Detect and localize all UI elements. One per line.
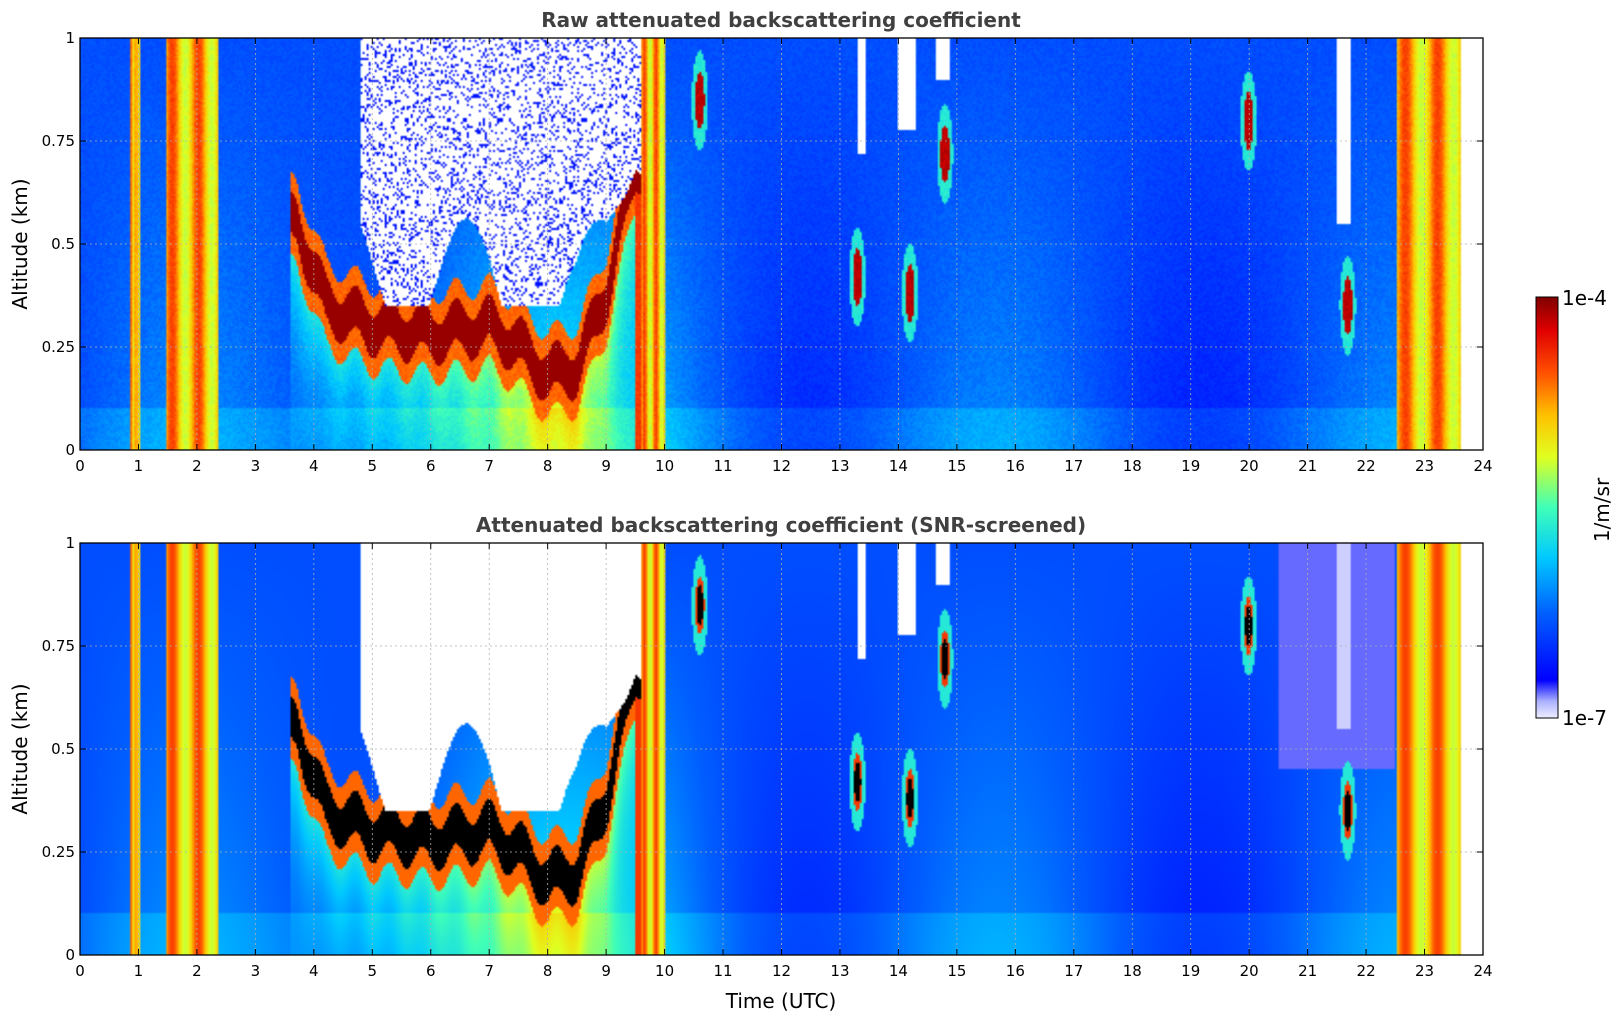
y-tick-label: 0.5: [51, 235, 75, 253]
x-tick-label: 0: [75, 962, 85, 980]
colorbar-gradient: [1535, 296, 1559, 719]
x-axis-raw: 0 1 2 3 4 5 6 7 8 9 10 11 12 13 14 15 16 17 18 19 20 21 22 23 24: [75, 38, 1493, 475]
x-tick-label: 12: [772, 962, 791, 980]
x-tick-label: 23: [1415, 962, 1434, 980]
x-axis-label: Time (UTC): [725, 989, 837, 1013]
x-tick-label: 18: [1123, 457, 1142, 475]
x-tick-label: 1: [134, 457, 144, 475]
y-axis-label-raw: Altitude (km): [8, 178, 32, 309]
x-tick-label: 17: [1064, 457, 1083, 475]
x-tick-label: 12: [772, 457, 791, 475]
x-tick-label: 4: [309, 457, 319, 475]
y-axis-screened: 0 0.25 0.5 0.75 1: [42, 534, 1483, 964]
colorbar-label: 1/m/sr: [1590, 477, 1614, 542]
x-tick-label: 3: [251, 962, 261, 980]
x-tick-label: 14: [889, 962, 908, 980]
x-tick-label: 0: [75, 457, 85, 475]
panel-screened: Attenuated backscattering coefficient (S…: [8, 513, 1493, 1013]
panel-raw: Raw attenuated backscattering coefficien…: [8, 8, 1493, 475]
x-tick-label: 15: [947, 457, 966, 475]
x-tick-label: 24: [1473, 457, 1492, 475]
colorbar-max-label: 1e-4: [1562, 286, 1607, 310]
x-tick-label: 9: [601, 962, 611, 980]
x-tick-label: 2: [192, 962, 202, 980]
x-tick-label: 20: [1240, 962, 1259, 980]
x-tick-label: 8: [543, 962, 553, 980]
x-tick-label: 4: [309, 962, 319, 980]
x-tick-label: 11: [713, 457, 732, 475]
x-tick-label: 23: [1415, 457, 1434, 475]
x-tick-label: 8: [543, 457, 553, 475]
x-tick-label: 15: [947, 962, 966, 980]
x-tick-label: 13: [830, 457, 849, 475]
y-tick-label: 0.75: [42, 637, 75, 655]
x-tick-label: 21: [1298, 962, 1317, 980]
x-tick-label: 14: [889, 457, 908, 475]
x-tick-label: 24: [1473, 962, 1492, 980]
colorbar: 1e-4 1e-7 1/m/sr: [1535, 286, 1614, 730]
y-tick-label: 1: [65, 534, 75, 552]
y-tick-label: 0: [65, 441, 75, 459]
colorbar-min-label: 1e-7: [1562, 706, 1607, 730]
x-tick-label: 6: [426, 962, 436, 980]
y-tick-label: 0.25: [42, 843, 75, 861]
x-tick-label: 1: [134, 962, 144, 980]
x-tick-label: 10: [655, 962, 674, 980]
y-axis-raw: 0 0.25 0.5 0.75 1: [42, 29, 1483, 459]
x-tick-label: 19: [1181, 962, 1200, 980]
x-tick-label: 21: [1298, 457, 1317, 475]
x-axis-screened: 0 1 2 3 4 5 6 7 8 9 10 11 12 13 14 15 16 17 18 19 20 21 22 23 24: [75, 543, 1493, 980]
y-tick-label: 0.75: [42, 132, 75, 150]
y-tick-label: 0.5: [51, 740, 75, 758]
x-tick-label: 13: [830, 962, 849, 980]
panel-2-title: Attenuated backscattering coefficient (S…: [476, 513, 1086, 537]
x-tick-label: 16: [1006, 457, 1025, 475]
y-tick-label: 0: [65, 946, 75, 964]
y-tick-label: 0.25: [42, 338, 75, 356]
x-tick-label: 10: [655, 457, 674, 475]
y-tick-label: 1: [65, 29, 75, 47]
x-tick-label: 7: [484, 962, 494, 980]
x-tick-label: 20: [1240, 457, 1259, 475]
x-tick-label: 19: [1181, 457, 1200, 475]
panel-1-title: Raw attenuated backscattering coefficien…: [541, 8, 1021, 32]
x-tick-label: 22: [1357, 457, 1376, 475]
x-tick-label: 6: [426, 457, 436, 475]
x-tick-label: 17: [1064, 962, 1083, 980]
x-tick-label: 5: [368, 962, 378, 980]
x-tick-label: 22: [1357, 962, 1376, 980]
grid-raw: [80, 38, 1483, 450]
x-tick-label: 2: [192, 457, 202, 475]
x-tick-label: 3: [251, 457, 261, 475]
x-tick-label: 16: [1006, 962, 1025, 980]
x-tick-label: 18: [1123, 962, 1142, 980]
y-axis-label-screened: Altitude (km): [8, 683, 32, 814]
x-tick-label: 7: [484, 457, 494, 475]
x-tick-label: 9: [601, 457, 611, 475]
grid-screened: [80, 543, 1483, 955]
x-tick-label: 11: [713, 962, 732, 980]
x-tick-label: 5: [368, 457, 378, 475]
